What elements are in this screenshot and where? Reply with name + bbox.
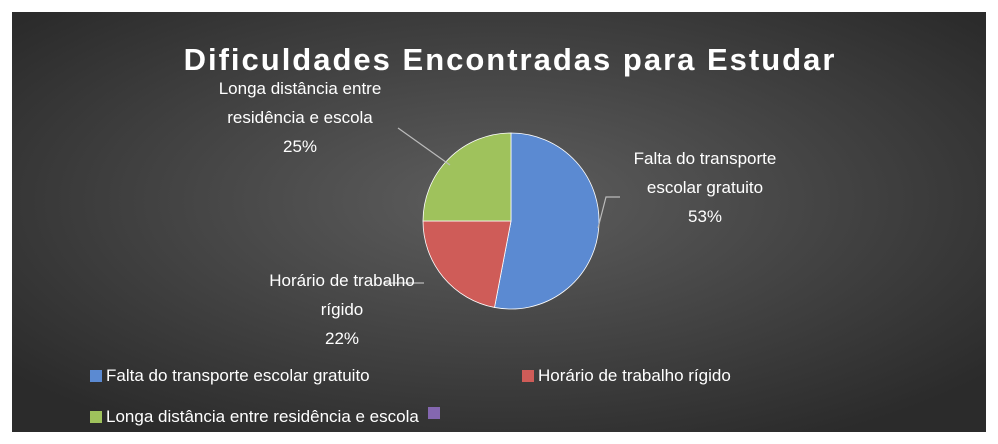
legend-item: Horário de trabalho rígido bbox=[522, 366, 731, 386]
pie-slice bbox=[422, 220, 512, 308]
chart-title: Dificuldades Encontradas para Estudar bbox=[184, 42, 837, 77]
leader-line bbox=[397, 127, 451, 166]
legend-label: Falta do transporte escolar gratuito bbox=[106, 366, 370, 385]
data-label: Falta do transporte escolar gratuito 53% bbox=[633, 149, 777, 226]
legend-swatch bbox=[428, 407, 440, 419]
legend-swatch bbox=[90, 370, 102, 382]
legend-item bbox=[428, 407, 444, 419]
pie-slice bbox=[422, 132, 512, 222]
legend-item: Longa distância entre residência e escol… bbox=[90, 407, 419, 427]
legend-label: Longa distância entre residência e escol… bbox=[106, 407, 419, 426]
pie bbox=[422, 132, 600, 310]
legend-label: Horário de trabalho rígido bbox=[538, 366, 731, 385]
legend-swatch bbox=[522, 370, 534, 382]
leader-line bbox=[597, 196, 620, 229]
data-label: Horário de trabalho rígido 22% bbox=[269, 271, 415, 348]
data-label: Longa distância entre residência e escol… bbox=[218, 79, 382, 156]
pie-slice bbox=[494, 132, 600, 310]
legend-swatch bbox=[90, 411, 102, 423]
legend-item: Falta do transporte escolar gratuito bbox=[90, 366, 370, 386]
